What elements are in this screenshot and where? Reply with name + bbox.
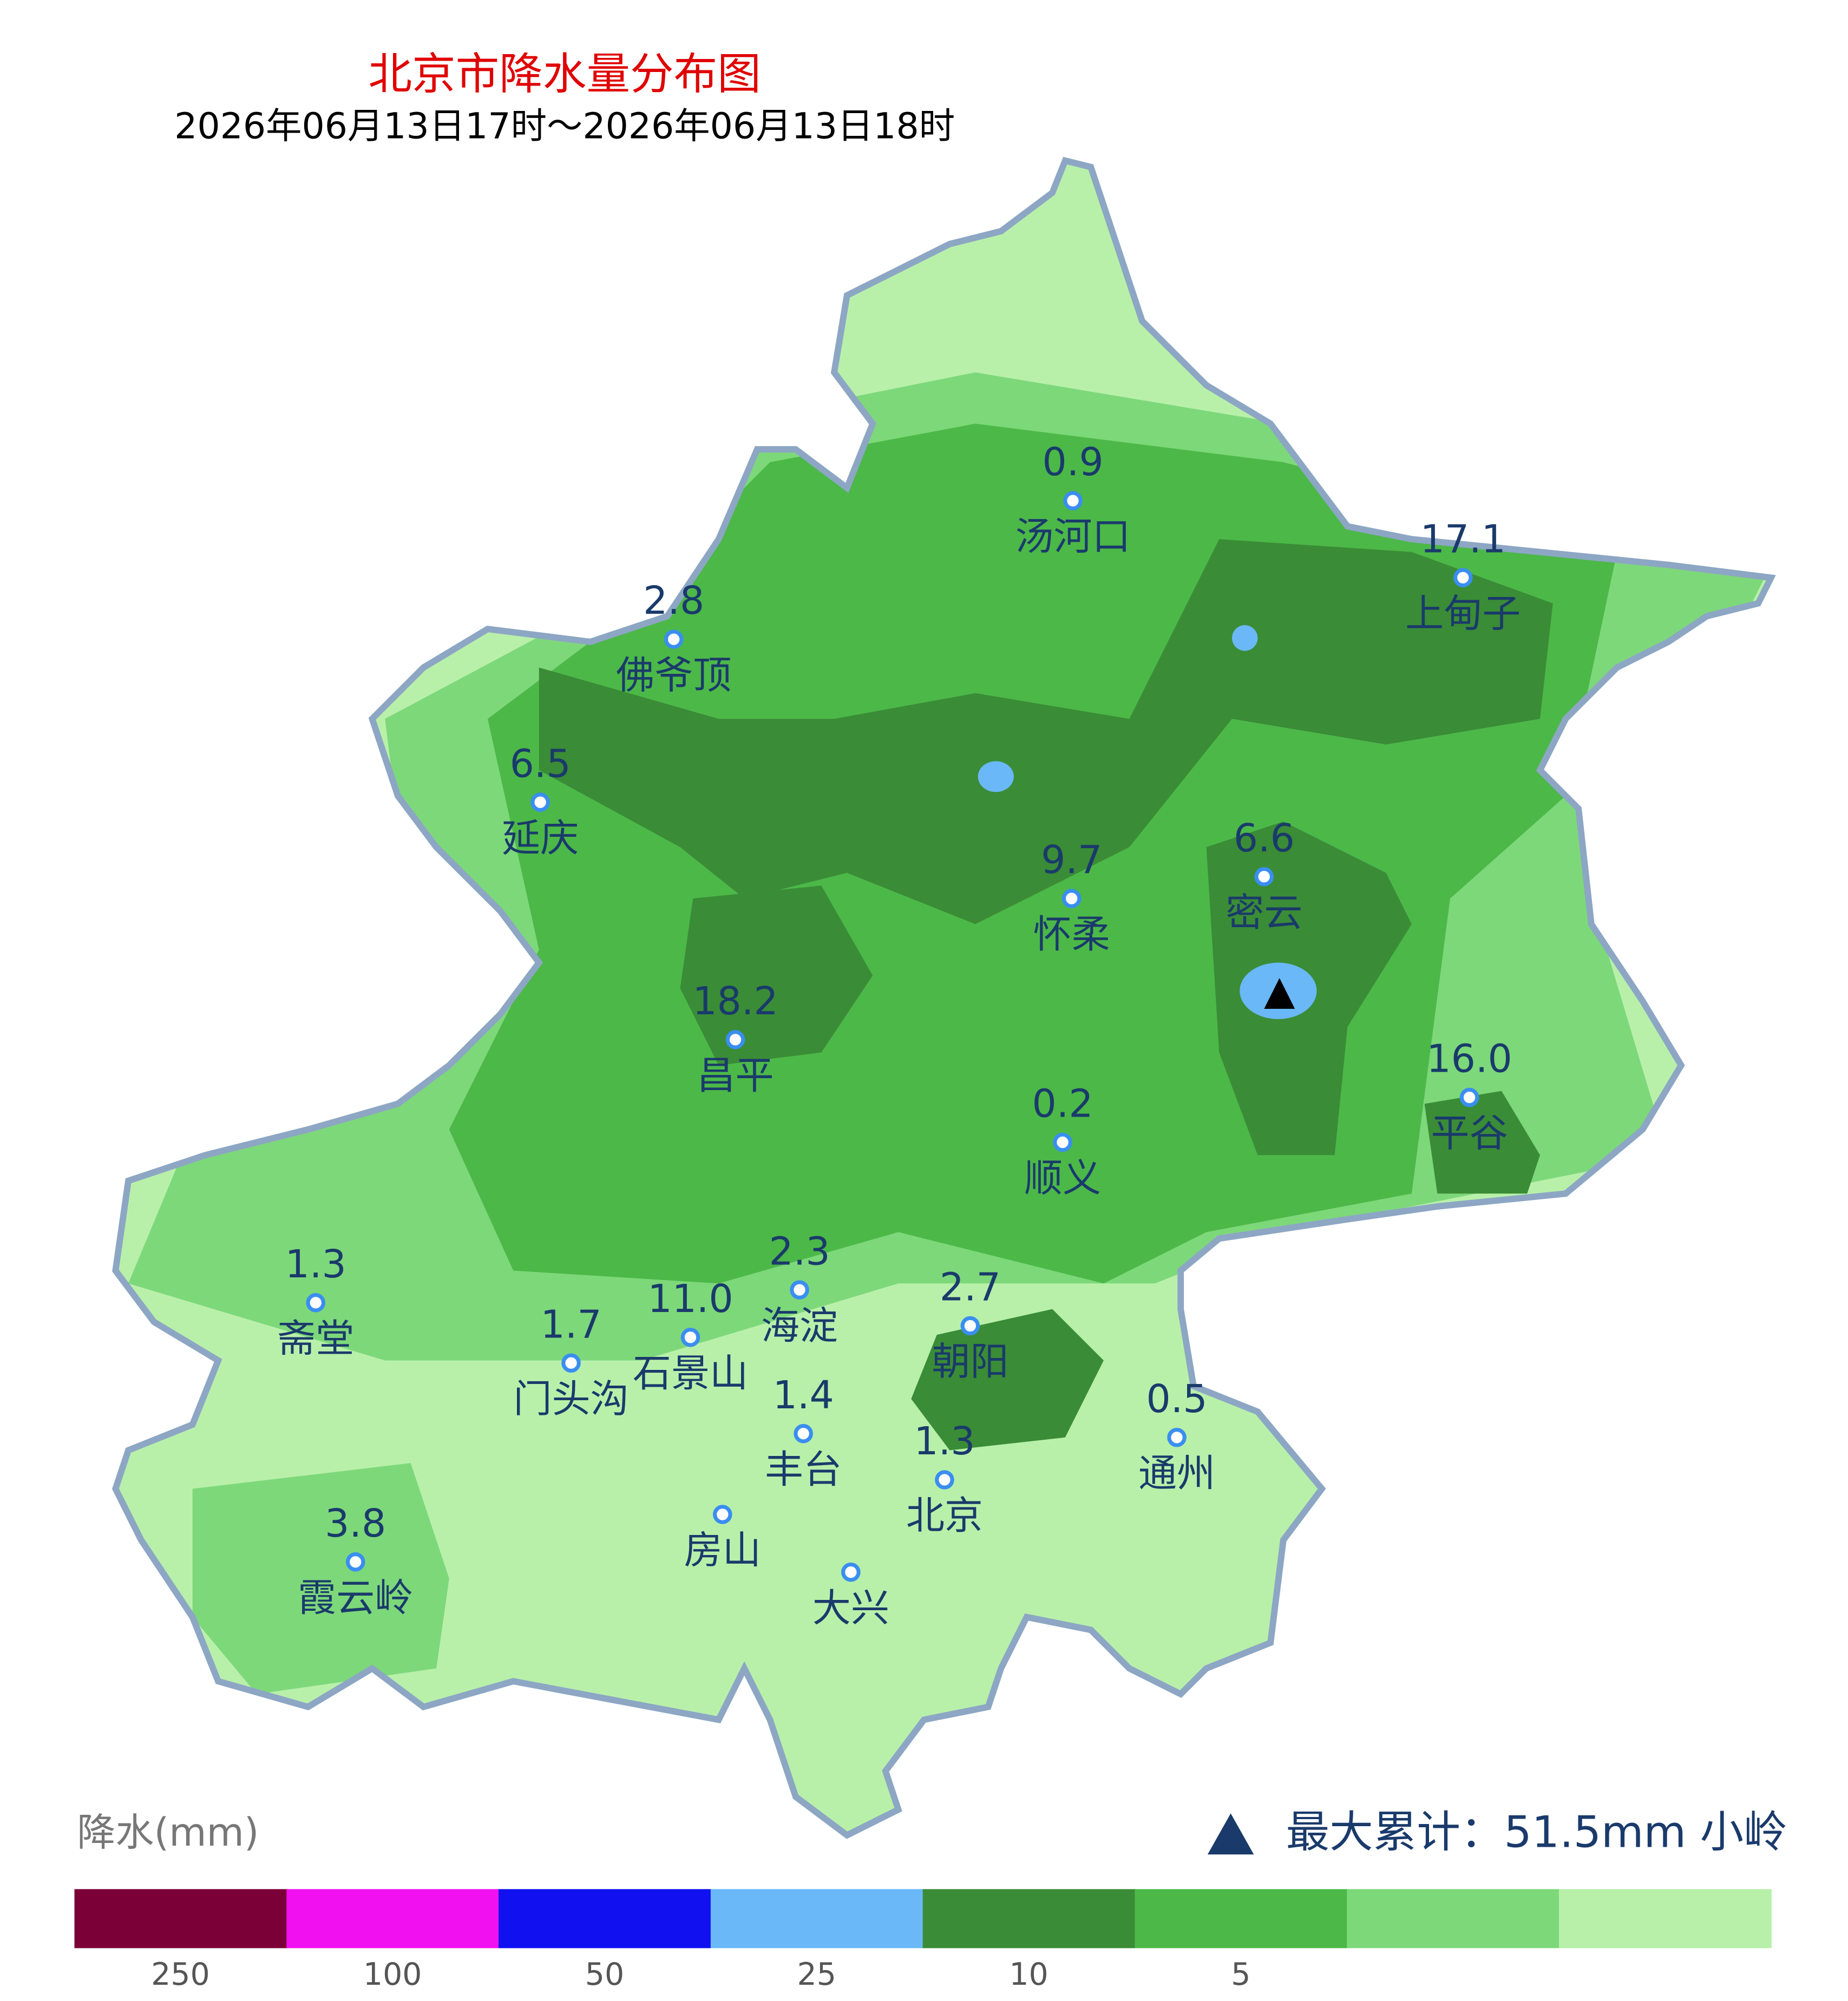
station-dot [664,629,684,649]
stations: 0.9 汤河口 17.1 上甸子 2.8 佛爷顶 6.5 延庆 6.6 密云 9.7 怀柔 18.2 昌平… [277,439,1521,1630]
legend-title: 降水(mm) [77,1810,259,1855]
station-value: 0.9 [1042,439,1103,484]
station-value: 0.2 [1032,1081,1093,1126]
station-dot [306,1293,326,1313]
legend-swatch [286,1889,500,1948]
station-name: 平谷 [1431,1111,1508,1156]
station-dot [1453,568,1473,588]
station-dot [841,1562,861,1582]
legend: 250 100 50 25 10 5 [74,1889,1772,1992]
station-name: 延庆 [502,816,579,861]
legend-label: 5 [1231,1957,1250,1992]
max-marker [1264,978,1295,1009]
station-dot [1061,889,1082,908]
map-subtitle: 2026年06月13日17时～2026年06月13日18时 [174,105,955,147]
max-note: 最大累计：51.5mm 小岭 [1286,1807,1787,1858]
station-dot [345,1552,365,1572]
station-dot [935,1470,954,1490]
station-dot [794,1423,813,1444]
station-name: 密云 [1226,890,1302,935]
station-name: 石景山 [633,1351,748,1396]
station-name: 汤河口 [1015,514,1130,559]
legend-label: 250 [151,1957,210,1992]
station-name: 丰台 [765,1447,842,1492]
station-dot [680,1328,700,1347]
station-name: 顺义 [1024,1156,1101,1200]
legend-swatch [922,1889,1136,1948]
station-value: 11.0 [647,1276,733,1321]
station-dot [1053,1132,1072,1152]
station-name: 通州 [1138,1451,1215,1495]
station-dot [725,1030,745,1049]
station-value: 1.3 [914,1419,975,1464]
legend-swatch [1347,1889,1560,1948]
legend-label: 50 [585,1957,624,1992]
station-dot [1167,1427,1187,1447]
station-dot [530,792,550,812]
legend-swatch [499,1889,712,1948]
legend-label: 100 [363,1957,422,1992]
legend-swatch [1135,1889,1348,1948]
station-value: 1.7 [540,1302,601,1347]
station-name: 大兴 [812,1585,889,1630]
station-value: 17.1 [1420,516,1506,561]
station-value: 2.8 [643,578,704,623]
station-value: 9.7 [1041,837,1102,882]
station-name: 朝阳 [932,1339,1008,1384]
station-name: 上甸子 [1405,591,1521,636]
station-name: 北京 [906,1493,983,1538]
station-name: 海淀 [761,1303,838,1348]
station-name: 昌平 [697,1053,774,1098]
station-name: 斋堂 [277,1316,354,1361]
station-value: 6.5 [510,741,571,786]
max-note-icon [1207,1813,1254,1855]
station-value: 1.3 [285,1242,346,1287]
station-value: 6.6 [1234,816,1295,861]
station-value: 2.3 [769,1229,830,1274]
legend-label: 10 [1009,1957,1048,1992]
station-value: 18.2 [692,979,778,1024]
station-dot [790,1280,809,1300]
station-dot [1459,1087,1479,1107]
legend-label: 25 [797,1957,836,1992]
legend-swatch [710,1889,923,1948]
station-dot [561,1353,581,1373]
station-value: 1.4 [773,1373,834,1418]
station-name: 霞云岭 [298,1575,413,1620]
station-name: 怀柔 [1033,912,1110,957]
station-name: 房山 [684,1528,761,1573]
station-value: 16.0 [1426,1036,1512,1081]
station-dot [1254,867,1274,887]
station-dot [960,1316,980,1336]
station-dot [712,1505,732,1524]
station-name: 佛爷顶 [616,653,731,698]
station-dot [1063,491,1083,510]
station-value: 0.5 [1146,1376,1208,1421]
legend-swatch [1558,1889,1772,1948]
station-name: 门头沟 [513,1376,628,1421]
map-title: 北京市降水量分布图 [368,49,761,100]
station-value: 2.7 [940,1265,1001,1310]
legend-swatch [74,1889,287,1948]
station-value: 3.8 [325,1501,386,1546]
